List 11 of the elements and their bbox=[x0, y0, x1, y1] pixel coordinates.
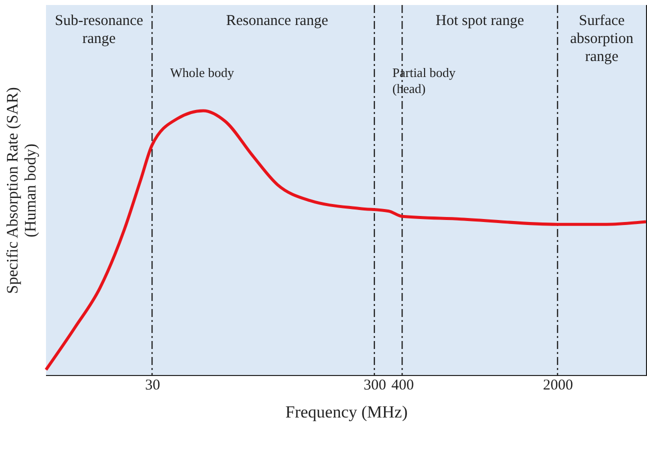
x-axis-title: Frequency (MHz) bbox=[285, 402, 408, 422]
x-tick-label: 30 bbox=[145, 378, 160, 394]
band-label: Resonance range bbox=[226, 13, 328, 29]
x-tick-label: 2000 bbox=[543, 378, 574, 394]
x-tick-label: 400 bbox=[391, 378, 414, 394]
x-tick-label: 300 bbox=[364, 378, 386, 394]
band-label: Sub-resonance range bbox=[54, 13, 144, 47]
band-label: Hot spot range bbox=[436, 13, 524, 29]
y-axis-title: Specific Absorption Rate (SAR) (Human body) bbox=[4, 87, 40, 294]
ref-line-label: Whole body bbox=[170, 65, 234, 80]
band-label: Surface absorption range bbox=[570, 13, 634, 65]
